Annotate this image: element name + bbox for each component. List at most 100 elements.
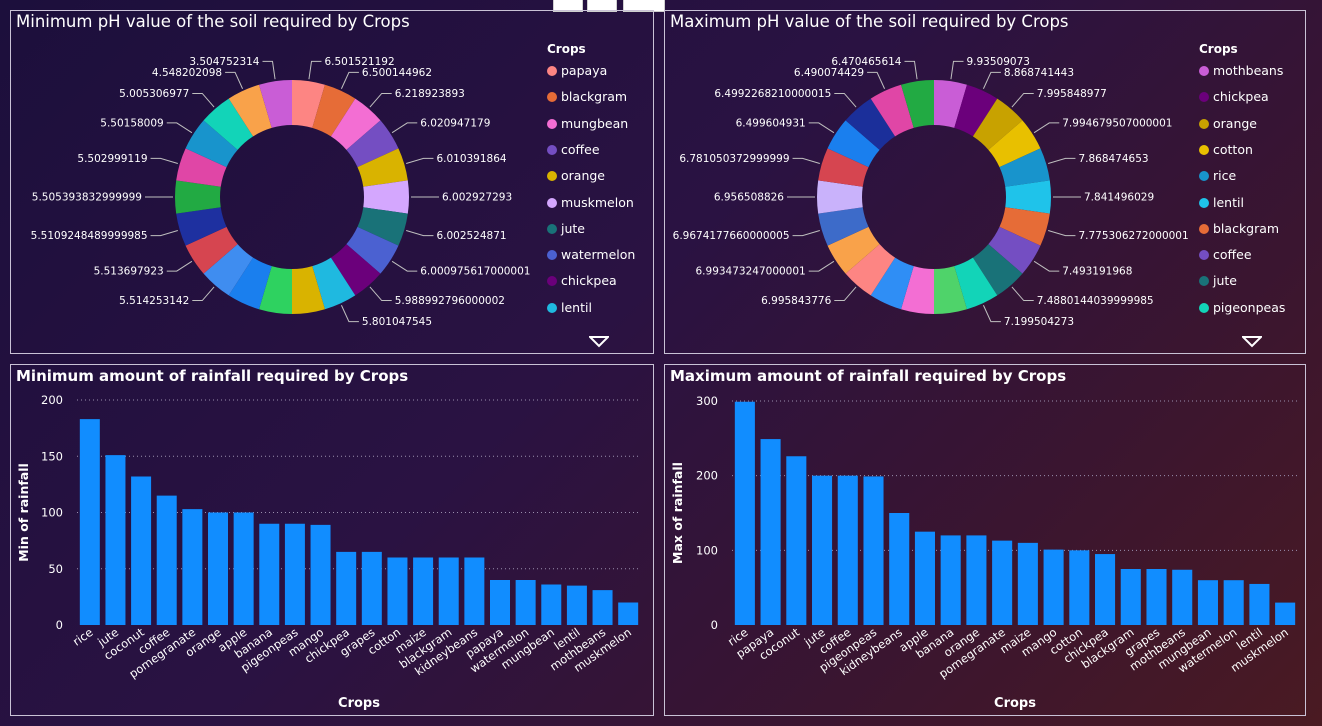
bar[interactable] [1017,542,1038,625]
legend-item[interactable]: cotton [1199,142,1253,157]
donut-slice[interactable] [312,84,356,137]
panel-max-rainfall[interactable]: Maximum amount of rainfall required by C… [664,364,1306,716]
bar[interactable] [837,475,858,625]
donut-slice[interactable] [901,80,934,128]
legend-item[interactable]: mungbean [547,116,628,131]
donut-slice[interactable] [934,80,967,128]
legend-item[interactable]: rice [1199,168,1236,183]
donut-slice[interactable] [330,98,381,150]
bar[interactable] [734,401,755,625]
legend-item[interactable]: chickpea [547,273,617,288]
legend-item[interactable]: coffee [1199,247,1252,262]
donut-slice[interactable] [954,257,998,310]
donut-slice[interactable] [817,180,863,214]
bar[interactable] [1275,602,1296,625]
donut-slice[interactable] [870,84,914,137]
bar[interactable] [812,475,833,625]
chevron-down-icon[interactable] [1242,336,1262,348]
bar[interactable] [515,580,536,625]
donut-slice[interactable] [845,244,896,296]
donut-slice[interactable] [203,98,254,150]
bar[interactable] [105,455,126,625]
bar[interactable] [1197,580,1218,625]
bar[interactable] [387,557,408,626]
legend-item[interactable]: lentil [1199,195,1244,210]
bar[interactable] [1146,569,1167,625]
bar[interactable] [592,590,613,625]
donut-slice[interactable] [228,84,272,137]
bar[interactable] [79,419,100,625]
bar[interactable] [889,513,910,625]
donut-slice[interactable] [845,98,896,150]
donut-slice[interactable] [363,180,410,214]
donut-slice[interactable] [185,226,238,274]
bar[interactable] [863,476,884,625]
donut-slice[interactable] [901,266,934,314]
legend-item[interactable]: blackgram [547,89,627,104]
donut-slice[interactable] [259,80,292,128]
bar[interactable] [1095,554,1116,625]
donut-slice[interactable] [999,207,1050,246]
chevron-down-icon[interactable] [589,336,609,348]
bar[interactable] [259,523,280,625]
donut-slice[interactable] [988,226,1041,274]
donut-slice[interactable] [988,120,1041,168]
donut-slice[interactable] [259,266,292,314]
bar[interactable] [156,495,177,625]
bar[interactable] [1120,569,1141,625]
bar[interactable] [914,531,935,625]
bar[interactable] [1172,569,1193,625]
bar[interactable] [541,584,562,626]
donut-slice[interactable] [312,257,356,310]
more-options-button[interactable] [623,0,665,12]
panel-max-ph[interactable]: Maximum pH value of the soil required by… [664,10,1306,354]
donut-slice[interactable] [870,257,914,310]
bar[interactable] [618,602,639,626]
legend-item[interactable]: lentil [547,300,592,315]
legend-item[interactable]: orange [1199,116,1257,131]
donut-slice[interactable] [934,266,967,314]
donut-slice[interactable] [203,244,254,296]
table-view-button[interactable] [587,0,617,12]
legend-item[interactable]: papaya [547,63,607,78]
bar[interactable] [310,524,331,625]
donut-slice[interactable] [999,148,1050,187]
donut-slice[interactable] [818,148,869,187]
donut-slice[interactable] [954,84,998,137]
donut-slice[interactable] [827,226,880,274]
donut-slice[interactable] [972,98,1023,150]
bar[interactable] [490,580,510,625]
legend-item[interactable]: watermelon [547,247,635,262]
bar[interactable] [336,551,357,625]
donut-slice[interactable] [357,148,408,187]
donut-slice[interactable] [292,266,325,314]
donut-slice[interactable] [346,120,399,168]
donut-slice[interactable] [176,207,227,246]
bar[interactable] [233,512,254,626]
legend-item[interactable]: pigeonpeas [1199,300,1285,315]
panel-min-ph[interactable]: Minimum pH value of the soil required by… [10,10,654,354]
donut-slice[interactable] [1005,180,1051,214]
bar[interactable] [992,540,1013,625]
legend-item[interactable]: mothbeans [1199,63,1283,78]
donut-slice[interactable] [972,244,1023,296]
bar[interactable] [284,523,305,625]
bar[interactable] [413,557,434,626]
bar[interactable] [566,585,587,625]
bar[interactable] [760,439,781,625]
donut-slice[interactable] [185,120,238,168]
legend-item[interactable]: chickpea [1199,89,1269,104]
donut-slice[interactable] [176,148,227,187]
bar[interactable] [1043,549,1064,625]
bar[interactable] [1223,580,1244,625]
bar[interactable] [786,456,807,625]
bar[interactable] [966,535,987,625]
legend-item[interactable]: orange [547,168,605,183]
donut-slice[interactable] [357,207,408,246]
bar[interactable] [464,557,485,626]
legend-item[interactable]: muskmelon [547,195,634,210]
legend-item[interactable]: blackgram [1199,221,1279,236]
bar[interactable] [1249,583,1270,625]
bar[interactable] [182,509,203,625]
legend-item[interactable]: coffee [547,142,600,157]
